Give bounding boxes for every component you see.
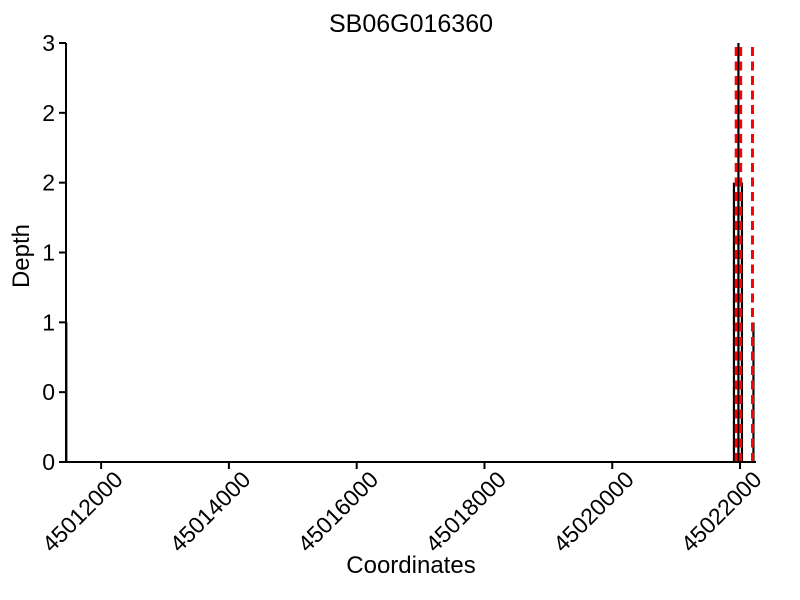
x-tick-label: 45020000 [548,466,639,557]
x-tick-label: 45018000 [420,466,511,557]
y-tick-label: 3 [42,30,55,56]
y-tick-label: 2 [42,100,55,126]
x-tick-label: 45016000 [292,466,383,557]
chart-title: SB06G016360 [328,10,494,38]
y-tick-label: 1 [42,240,55,266]
y-tick-label: 2 [42,170,55,196]
y-tick-label: 0 [42,449,55,475]
y-tick-label: 0 [42,379,55,405]
x-axis-label: Coordinates [346,552,476,579]
x-tick-label: 45014000 [165,466,256,557]
y-axis-label: Depth [8,223,35,289]
x-tick-label: 45012000 [37,466,128,557]
x-tick-label: 45022000 [676,466,767,557]
y-tick-label: 1 [42,309,55,335]
